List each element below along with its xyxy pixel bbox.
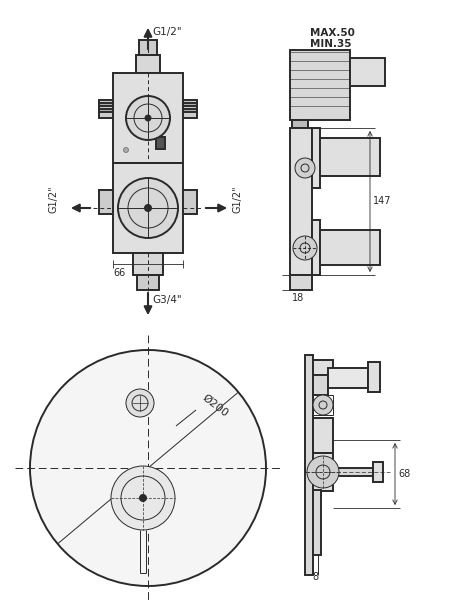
Text: G1/2": G1/2" [233, 185, 243, 212]
Circle shape [293, 236, 317, 260]
Bar [368, 362, 380, 392]
Circle shape [118, 178, 178, 238]
Bar [320, 230, 380, 265]
Circle shape [126, 96, 170, 140]
Bar [99, 100, 113, 118]
Bar [320, 138, 380, 176]
Bar [373, 462, 383, 482]
Bar [183, 103, 197, 106]
Circle shape [124, 148, 128, 152]
Text: 66: 66 [113, 268, 125, 278]
Bar [305, 355, 313, 575]
Text: 18: 18 [292, 293, 304, 303]
Bar [113, 163, 183, 253]
Bar [290, 128, 312, 275]
Text: G1/2": G1/2" [152, 27, 181, 37]
Bar [183, 190, 197, 214]
Bar [328, 368, 368, 388]
Circle shape [144, 205, 151, 211]
Text: MAX.50: MAX.50 [310, 28, 355, 38]
Bar [313, 360, 333, 375]
Bar [99, 109, 113, 112]
Bar [183, 100, 197, 118]
Text: 68: 68 [398, 469, 410, 479]
Circle shape [140, 494, 147, 502]
Bar [312, 220, 320, 275]
Bar [290, 275, 312, 290]
Bar [313, 453, 333, 491]
Circle shape [295, 158, 315, 178]
Bar [313, 490, 321, 555]
Text: Ø200: Ø200 [200, 393, 230, 419]
Circle shape [307, 456, 339, 488]
Circle shape [126, 389, 154, 417]
Bar [333, 468, 373, 476]
Text: MIN.35: MIN.35 [310, 39, 352, 49]
Bar [99, 103, 113, 106]
Text: 147: 147 [373, 196, 392, 206]
Text: 8: 8 [312, 572, 318, 582]
Bar [183, 109, 197, 112]
Circle shape [30, 350, 266, 586]
Circle shape [111, 466, 175, 530]
Bar [113, 73, 183, 163]
Bar [312, 128, 320, 188]
Text: G1/2": G1/2" [48, 185, 58, 212]
Bar [136, 55, 160, 73]
Circle shape [145, 115, 151, 121]
Bar [313, 395, 333, 415]
Bar [139, 40, 157, 55]
Bar [156, 137, 165, 149]
Bar [99, 190, 113, 214]
Bar [313, 418, 333, 453]
Bar [133, 253, 163, 275]
Bar [313, 375, 328, 395]
Bar [292, 120, 308, 128]
Text: G3/4": G3/4" [152, 295, 181, 305]
Bar [290, 50, 350, 120]
Bar [137, 275, 159, 290]
Bar [292, 120, 308, 128]
Bar [350, 58, 385, 86]
Circle shape [313, 395, 333, 415]
